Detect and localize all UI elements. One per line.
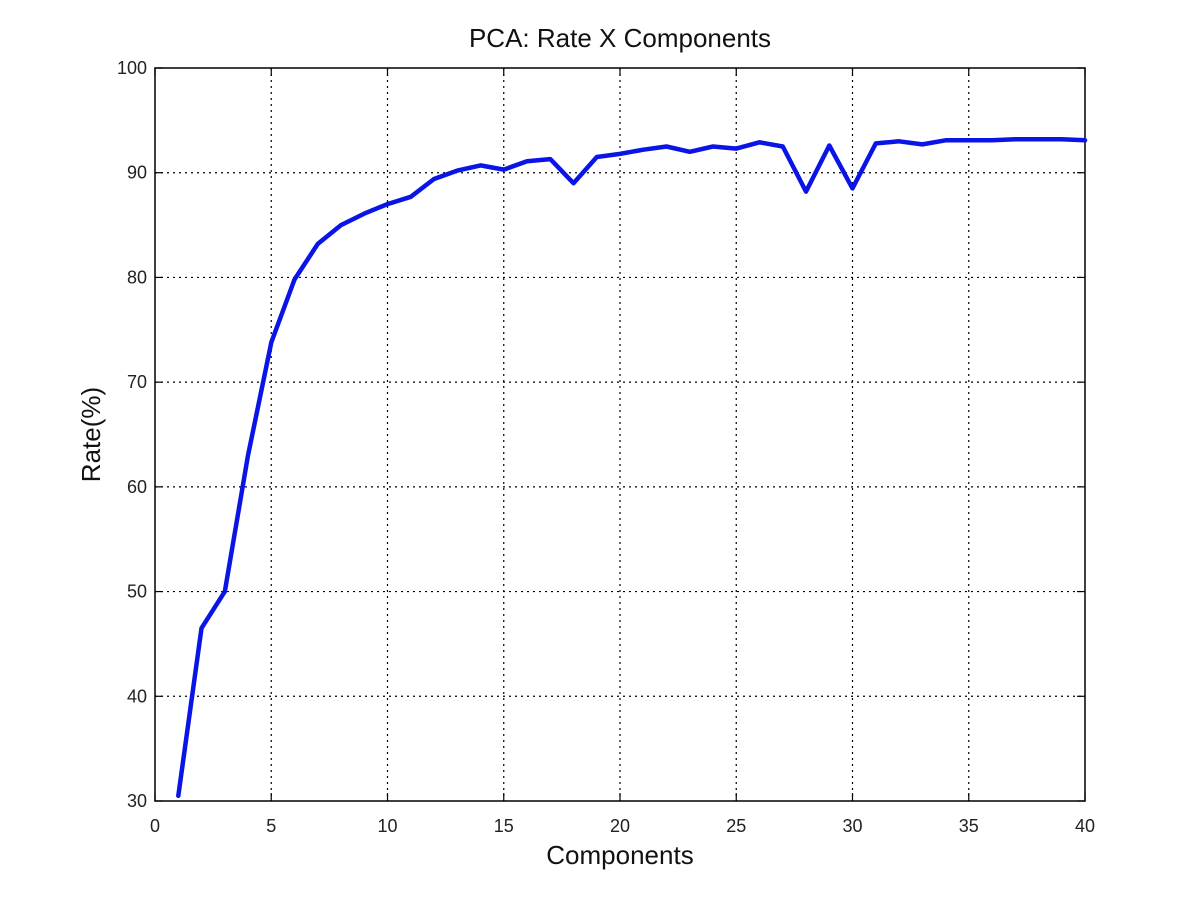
chart-title: PCA: Rate X Components bbox=[469, 23, 771, 53]
y-tick-label: 50 bbox=[127, 582, 147, 602]
axis-ticks bbox=[154, 67, 1086, 802]
y-tick-label: 100 bbox=[117, 58, 147, 78]
y-tick-label: 90 bbox=[127, 163, 147, 183]
grid-lines bbox=[155, 68, 1085, 801]
x-axis-title: Components bbox=[546, 840, 693, 870]
x-tick-label: 20 bbox=[610, 816, 630, 836]
y-tick-label: 60 bbox=[127, 477, 147, 497]
x-tick-label: 25 bbox=[726, 816, 746, 836]
tick-labels: 0 5 10 15 20 25 30 35 40 30 40 50 60 70 80 90 100 bbox=[117, 58, 1095, 836]
y-axis-title: Rate(%) bbox=[76, 387, 106, 482]
x-tick-label: 40 bbox=[1075, 816, 1095, 836]
y-tick-label: 40 bbox=[127, 686, 147, 706]
x-tick-label: 10 bbox=[377, 816, 397, 836]
x-tick-label: 30 bbox=[842, 816, 862, 836]
y-tick-label: 30 bbox=[127, 791, 147, 811]
x-tick-label: 35 bbox=[959, 816, 979, 836]
y-tick-label: 80 bbox=[127, 267, 147, 287]
y-tick-label: 70 bbox=[127, 372, 147, 392]
x-tick-label: 5 bbox=[266, 816, 276, 836]
series-line bbox=[176, 136, 1088, 799]
series-layer bbox=[176, 136, 1088, 799]
x-tick-label: 15 bbox=[494, 816, 514, 836]
x-tick-label: 0 bbox=[150, 816, 160, 836]
